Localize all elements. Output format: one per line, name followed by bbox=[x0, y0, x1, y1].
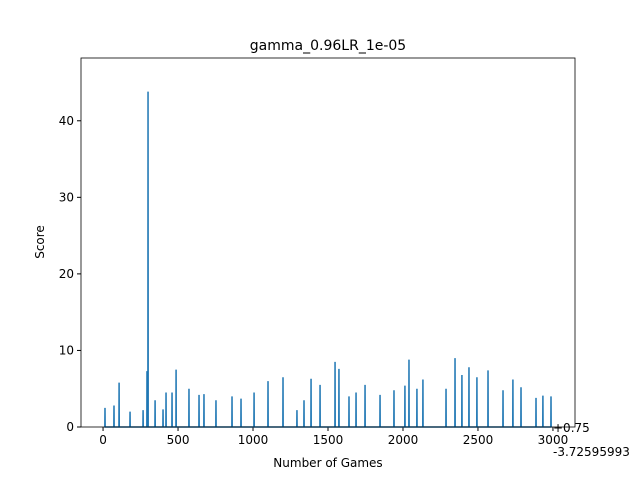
offset-text: -3.72595993 bbox=[553, 445, 630, 459]
x-tick-label: 3000 bbox=[538, 433, 569, 447]
data-line bbox=[104, 91, 552, 428]
x-tick-label: 2500 bbox=[463, 433, 494, 447]
y-tick-label: 30 bbox=[59, 190, 74, 204]
x-axis-label: Number of Games bbox=[273, 456, 382, 470]
offset-text: +0.75 bbox=[553, 421, 590, 435]
chart-title: gamma_0.96LR_1e-05 bbox=[250, 38, 406, 54]
x-tick-label: 500 bbox=[167, 433, 190, 447]
y-tick-label: 40 bbox=[59, 114, 74, 128]
x-tick-label: 1000 bbox=[238, 433, 269, 447]
y-axis-label: Score bbox=[33, 225, 47, 259]
y-tick-label: 20 bbox=[59, 267, 74, 281]
x-tick-label: 2000 bbox=[388, 433, 419, 447]
x-tick-label: 0 bbox=[99, 433, 107, 447]
plot-frame bbox=[80, 57, 576, 428]
y-tick-label: 0 bbox=[66, 420, 74, 434]
y-tick-label: 10 bbox=[59, 343, 74, 357]
x-tick-label: 1500 bbox=[313, 433, 344, 447]
